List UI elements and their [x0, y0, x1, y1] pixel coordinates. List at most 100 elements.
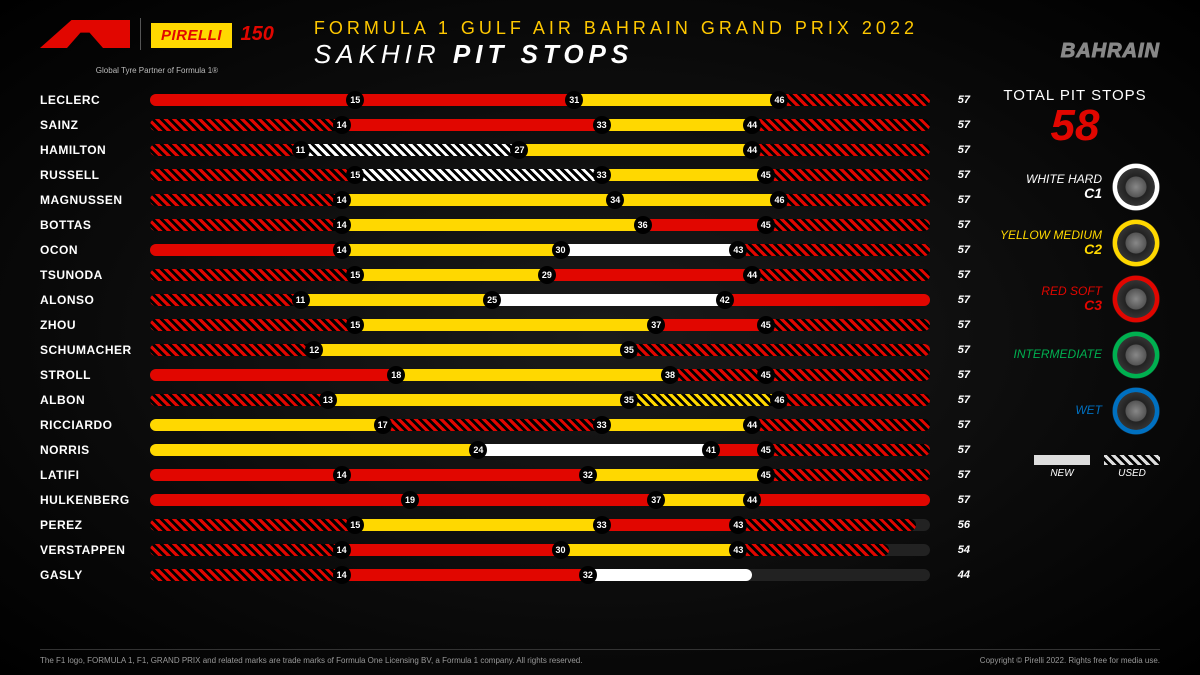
stint-segment	[752, 419, 930, 431]
driver-row: SCHUMACHER123557	[40, 337, 970, 362]
lap-marker: 35	[620, 341, 638, 359]
lap-marker: 32	[579, 466, 597, 484]
lap-marker: 46	[770, 191, 788, 209]
lap-marker: 14	[333, 466, 351, 484]
sidebar: TOTAL PIT STOPS 58 WHITE HARDC1YELLOW ME…	[970, 87, 1160, 587]
driver-row: HAMILTON11274457	[40, 137, 970, 162]
lap-marker: 15	[346, 316, 364, 334]
stint-segment	[150, 519, 355, 531]
stint-segment	[355, 94, 574, 106]
stint-segment	[766, 469, 930, 481]
stint-segment	[725, 294, 930, 306]
final-lap: 57	[940, 194, 970, 206]
lap-marker: 41	[702, 441, 720, 459]
stint-segment	[670, 369, 766, 381]
driver-row: ALONSO11254257	[40, 287, 970, 312]
final-lap: 57	[940, 469, 970, 481]
stint-track: 153343	[150, 519, 930, 531]
location-label: BAHRAIN	[1061, 40, 1160, 63]
stint-segment	[150, 244, 342, 256]
stint-segment	[410, 494, 656, 506]
stint-segment	[738, 519, 916, 531]
lap-marker: 24	[469, 441, 487, 459]
lap-marker: 18	[387, 366, 405, 384]
final-lap: 57	[940, 419, 970, 431]
final-lap: 57	[940, 494, 970, 506]
divider	[140, 18, 141, 50]
lap-marker: 45	[757, 441, 775, 459]
stint-segment	[342, 119, 602, 131]
stint-segment	[752, 144, 930, 156]
stint-segment	[656, 494, 752, 506]
lap-marker: 14	[333, 216, 351, 234]
lap-marker: 14	[333, 566, 351, 584]
lap-marker: 30	[552, 541, 570, 559]
final-lap: 57	[940, 319, 970, 331]
lap-marker: 44	[743, 491, 761, 509]
tire-legend-item: YELLOW MEDIUMC2	[990, 219, 1160, 267]
stint-segment	[355, 269, 547, 281]
lap-marker: 12	[305, 341, 323, 359]
stint-segment	[150, 344, 314, 356]
stint-segment	[150, 119, 342, 131]
lap-marker: 19	[401, 491, 419, 509]
stint-track: 173344	[150, 419, 930, 431]
stint-segment	[355, 519, 601, 531]
stint-track: 143344	[150, 119, 930, 131]
driver-name: ZHOU	[40, 318, 150, 332]
lap-marker: 30	[552, 241, 570, 259]
driver-name: OCON	[40, 243, 150, 257]
lap-marker: 37	[647, 316, 665, 334]
lap-marker: 36	[634, 216, 652, 234]
tire-legend-item: INTERMEDIATE	[990, 331, 1160, 379]
stint-segment	[301, 144, 520, 156]
stint-segment	[492, 294, 725, 306]
stint-segment	[150, 494, 410, 506]
driver-row: GASLY143244	[40, 562, 970, 587]
lap-marker: 46	[770, 91, 788, 109]
stint-segment	[766, 319, 930, 331]
driver-name: ALBON	[40, 393, 150, 407]
lap-marker: 17	[374, 416, 392, 434]
stint-segment	[150, 144, 301, 156]
stint-segment	[752, 119, 930, 131]
stint-segment	[150, 419, 383, 431]
stint-segment	[738, 544, 889, 556]
used-swatch-icon	[1104, 455, 1160, 465]
driver-row: BOTTAS 14 36 45 57	[40, 212, 970, 237]
driver-name: HULKENBERG	[40, 493, 150, 507]
stint-segment	[150, 394, 328, 406]
lap-marker: 43	[729, 241, 747, 259]
lap-marker: 15	[346, 266, 364, 284]
driver-name: RICCIARDO	[40, 418, 150, 432]
lap-marker: 45	[757, 216, 775, 234]
tire-label: WHITE HARDC1	[1026, 173, 1102, 202]
final-lap: 57	[940, 444, 970, 456]
stint-track: 143043	[150, 544, 930, 556]
stint-segment	[396, 369, 670, 381]
stint-segment	[383, 419, 602, 431]
final-lap: 57	[940, 219, 970, 231]
driver-name: SAINZ	[40, 118, 150, 132]
lap-marker: 37	[647, 491, 665, 509]
stint-segment	[150, 319, 355, 331]
final-lap: 57	[940, 344, 970, 356]
stint-segment	[738, 244, 930, 256]
stint-segment	[342, 194, 616, 206]
stint-segment	[602, 419, 753, 431]
stint-segment	[602, 119, 753, 131]
lap-marker: 11	[292, 141, 310, 159]
driver-name: BOTTAS	[40, 218, 150, 232]
final-lap: 57	[940, 369, 970, 381]
driver-name: LATIFI	[40, 468, 150, 482]
usage-new: NEW	[1034, 455, 1090, 479]
stint-segment	[615, 194, 779, 206]
driver-name: TSUNODA	[40, 268, 150, 282]
tire-legend-item: WHITE HARDC1	[990, 163, 1160, 211]
driver-name: HAMILTON	[40, 143, 150, 157]
tire-wheel-icon	[1112, 275, 1160, 323]
stint-segment	[328, 394, 629, 406]
stint-segment	[150, 294, 301, 306]
lap-marker: 35	[620, 391, 638, 409]
stint-track: 1432	[150, 569, 930, 581]
